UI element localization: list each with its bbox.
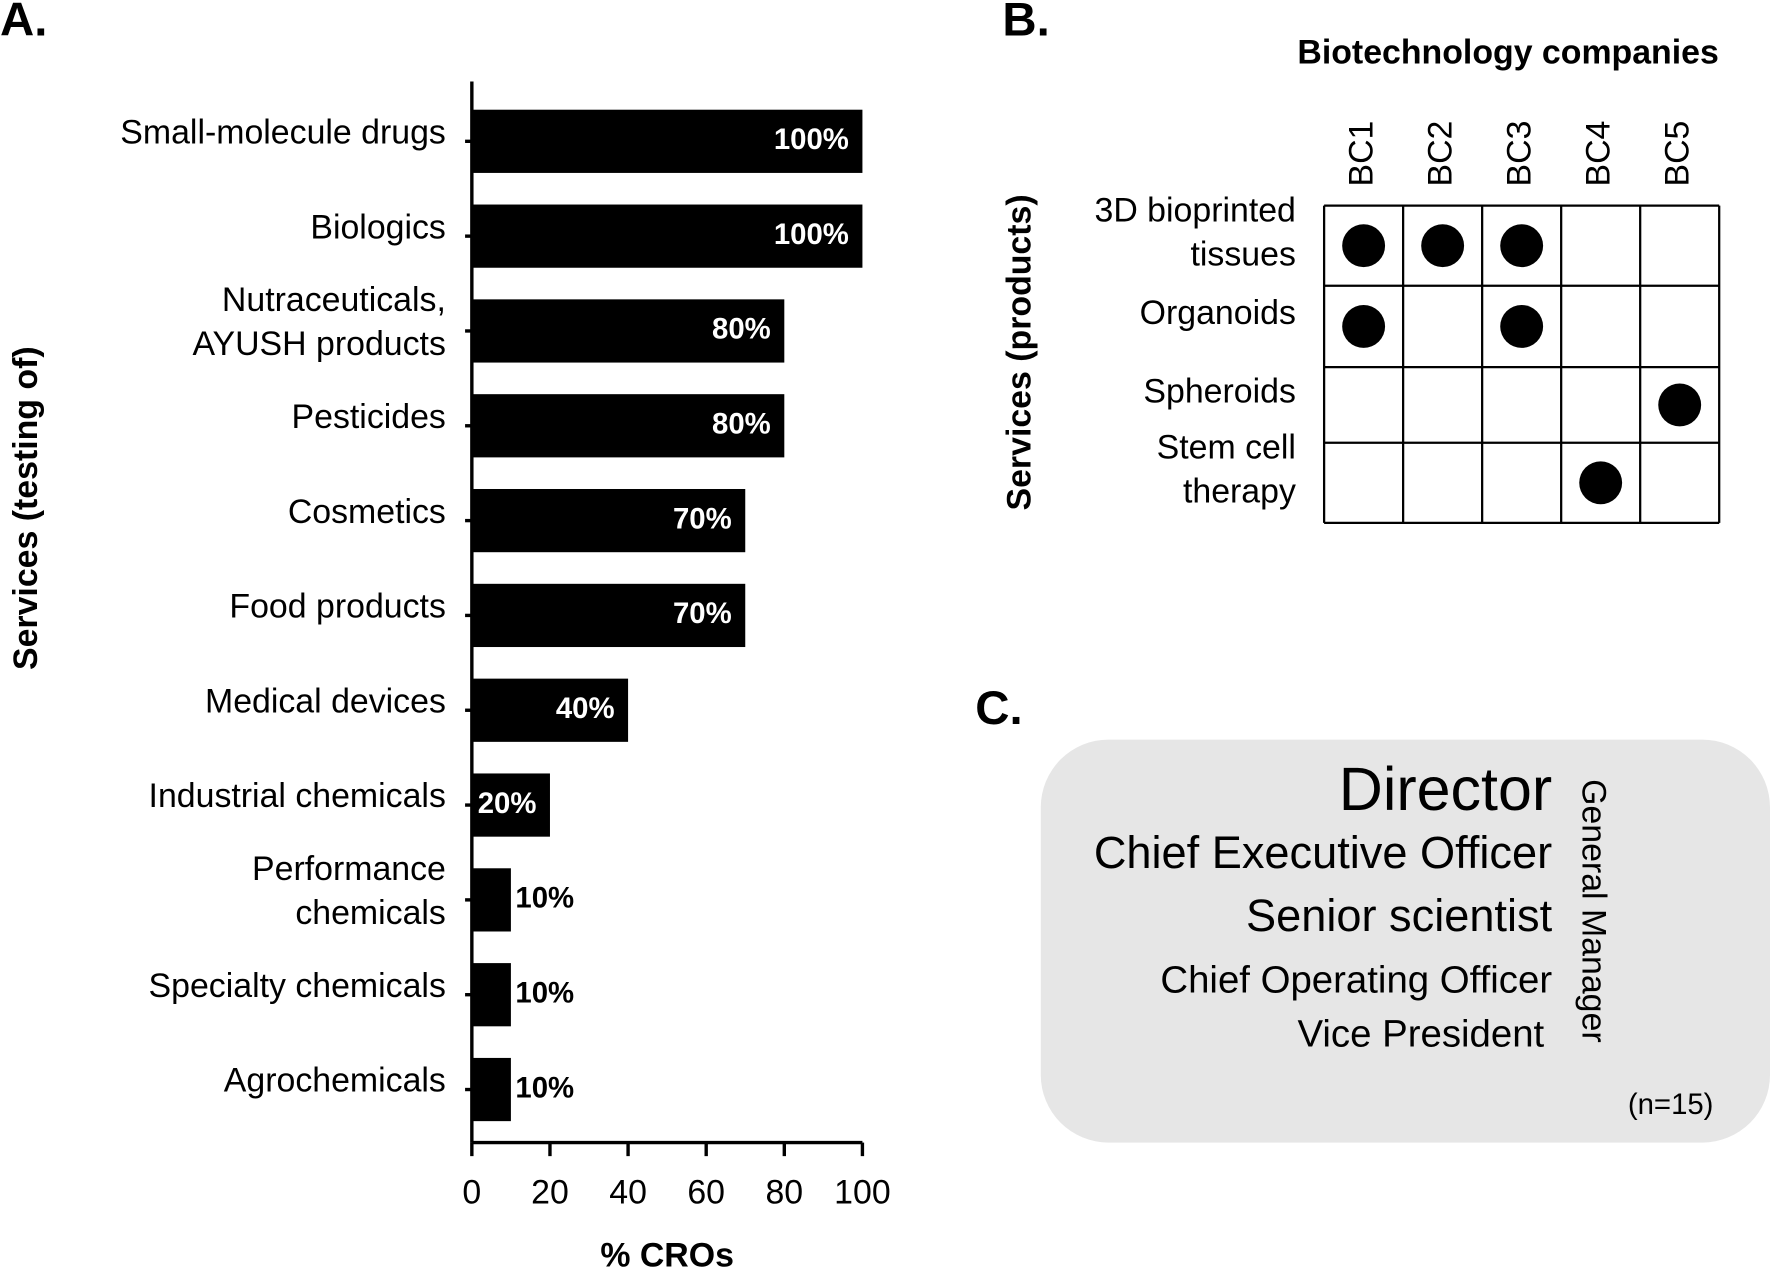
dot (1421, 383, 1464, 426)
value-label: 10% (515, 882, 574, 915)
y-tick-label: Specialty chemicals (149, 967, 446, 1005)
column-label: BC4 (1580, 121, 1618, 187)
dot (1421, 461, 1464, 504)
y-tick-label: Medical devices (205, 682, 446, 720)
dot (1579, 383, 1622, 426)
bar (471, 1057, 511, 1122)
dot (1342, 461, 1385, 504)
panel-label: B. (1002, 0, 1049, 46)
cloud-background (1040, 739, 1770, 1143)
dot (1658, 461, 1701, 504)
value-label: 10% (515, 976, 574, 1009)
column-label: BC2 (1422, 121, 1460, 187)
x-tick-label: 40 (609, 1173, 647, 1211)
word: Senior scientist (1246, 890, 1553, 941)
dot (1421, 305, 1464, 348)
dot (1579, 461, 1623, 505)
bar (471, 868, 511, 932)
note: (n=15) (1628, 1088, 1714, 1121)
row-label: Stem cell therapy (1157, 428, 1296, 510)
dot (1421, 224, 1465, 268)
value-label: 80% (712, 408, 771, 441)
value-label: 100% (774, 123, 849, 156)
x-tick-label: 60 (687, 1173, 725, 1211)
value-label: 70% (673, 597, 732, 630)
y-axis-label: Services (testing of) (7, 346, 45, 670)
column-label: BC3 (1501, 121, 1539, 187)
row-label: Spheroids (1143, 373, 1295, 411)
value-label: 100% (774, 218, 849, 251)
bar (471, 583, 746, 648)
y-axis-label: Services (products) (1001, 194, 1039, 510)
dot (1579, 224, 1622, 267)
value-label: 70% (673, 502, 732, 535)
y-tick-label: Food products (229, 588, 445, 626)
bar (471, 678, 629, 742)
chart-title: Biotechnology companies (1297, 33, 1718, 71)
bar (471, 773, 550, 837)
dot (1500, 461, 1543, 504)
x-tick-label: 80 (765, 1173, 803, 1211)
dot (1500, 224, 1544, 268)
y-tick-label: Nutraceuticals, AYUSH products (192, 281, 445, 363)
word: General Manager (1575, 779, 1613, 1043)
panel-label: C. (975, 682, 1022, 735)
x-tick-label: 20 (531, 1173, 569, 1211)
x-tick-label: 0 (462, 1173, 481, 1211)
column-label: BC5 (1659, 121, 1697, 187)
y-tick-label: Agrochemicals (224, 1062, 446, 1100)
x-axis-label: % CROs (600, 1237, 734, 1275)
dot (1342, 224, 1386, 268)
dot (1658, 305, 1701, 348)
value-label: 20% (478, 787, 537, 820)
x-tick-label: 100 (834, 1173, 891, 1211)
bar (471, 963, 511, 1027)
bar (471, 204, 863, 268)
dot (1579, 305, 1622, 348)
dot (1658, 224, 1701, 267)
dot (1658, 383, 1702, 427)
y-tick-label: Industrial chemicals (149, 777, 446, 815)
y-tick-label: Cosmetics (288, 493, 446, 531)
value-label: 40% (556, 692, 615, 725)
word: Chief Executive Officer (1094, 827, 1552, 878)
word: Vice President (1297, 1013, 1544, 1056)
y-tick-label: Pesticides (292, 398, 446, 436)
row-label: Organoids (1140, 294, 1296, 332)
bar (471, 299, 785, 363)
value-label: 10% (515, 1071, 574, 1104)
dot (1500, 304, 1544, 348)
y-tick-label: Small-molecule drugs (120, 113, 446, 151)
dot (1342, 304, 1386, 348)
dot (1342, 383, 1385, 426)
row-label: 3D bioprinted tissues (1094, 191, 1295, 273)
y-tick-label: Biologics (310, 208, 446, 246)
word: Chief Operating Officer (1160, 958, 1552, 1001)
bar (471, 488, 746, 553)
y-tick-label: Performance chemicals (252, 850, 446, 932)
bar (471, 109, 863, 173)
column-label: BC1 (1343, 121, 1381, 187)
panel-label: A. (0, 0, 47, 46)
word: Director (1339, 755, 1552, 823)
dot (1500, 383, 1543, 426)
bar (471, 394, 785, 458)
value-label: 80% (712, 313, 771, 346)
